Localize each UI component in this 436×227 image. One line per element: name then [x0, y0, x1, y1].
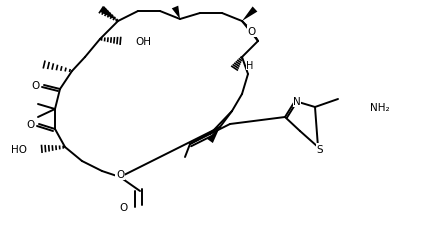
Text: OH: OH	[135, 37, 151, 47]
Text: O: O	[119, 202, 127, 212]
Text: S: S	[317, 144, 324, 154]
Polygon shape	[242, 7, 257, 22]
Polygon shape	[207, 127, 220, 143]
Text: N: N	[293, 96, 301, 106]
Polygon shape	[100, 7, 118, 22]
Text: H: H	[246, 61, 254, 71]
Text: NH₂: NH₂	[370, 103, 390, 113]
Text: O: O	[31, 81, 39, 91]
Text: O: O	[116, 169, 124, 179]
Polygon shape	[172, 7, 180, 20]
Text: O: O	[26, 119, 34, 129]
Text: HO: HO	[11, 144, 27, 154]
Text: O: O	[248, 27, 256, 37]
